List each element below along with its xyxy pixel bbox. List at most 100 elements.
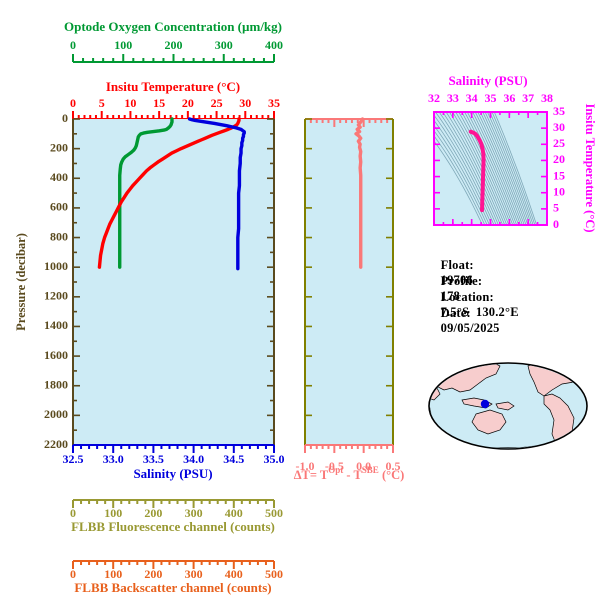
axis-tick-label: 0 xyxy=(70,96,76,110)
ts-temperature-label: Insitu Temperature (°C) xyxy=(583,103,597,232)
oxygen-ticks xyxy=(72,54,275,63)
ts-salinity-tick-label: 32 xyxy=(428,91,440,105)
axis-tick-label: 400 xyxy=(265,38,283,52)
ts-temp-tick-label: 30 xyxy=(553,120,565,134)
temperature-profile-curve xyxy=(97,117,241,269)
metadata-float-line: Float: 19706 xyxy=(434,243,474,288)
oxygen-axis: Optode Oxygen Concentration (µm/kg) 0 100… xyxy=(64,19,283,63)
axis-tick-label: 400 xyxy=(225,506,243,520)
ts-temp-tick-label: 0 xyxy=(553,217,559,231)
backscatter-tick-labels: 0 100 200 300 400 500 xyxy=(70,567,283,581)
ts-salinity-tick-label: 36 xyxy=(503,91,515,105)
pressure-tick-labels: 0 200 400 600 800 1000 1200 1400 1600 1800 2000 220… xyxy=(44,111,68,451)
pressure-tick-label: 1600 xyxy=(44,348,68,362)
delta-t-tick-label: -1.0 xyxy=(296,459,315,473)
pressure-tick-label: 2000 xyxy=(44,407,68,421)
date-value: 09/05/2025 xyxy=(440,321,500,335)
axis-tick-label: 100 xyxy=(104,506,122,520)
axis-tick-label: 5 xyxy=(99,96,105,110)
ts-temp-tick-label: 10 xyxy=(553,184,565,198)
fluorescence-axis-label: FLBB Fluorescence channel (counts) xyxy=(71,519,275,534)
axis-tick-label: 30 xyxy=(239,96,251,110)
pressure-ticks xyxy=(73,118,274,446)
axis-tick-label: 0 xyxy=(70,506,76,520)
profile-value: 178 xyxy=(440,289,461,303)
profile-label: Profile: xyxy=(440,274,483,288)
main-panel-background xyxy=(73,119,274,445)
backscatter-ticks xyxy=(72,560,275,569)
pressure-tick-label: 1200 xyxy=(44,289,68,303)
axis-tick-label: 100 xyxy=(114,38,132,52)
fluorescence-axis: 0 100 200 300 400 500 FLBB Fluorescence chann… xyxy=(70,499,283,534)
axis-tick-label: 33.0 xyxy=(103,452,124,466)
ts-ticks xyxy=(433,111,548,226)
axis-tick-label: 0 xyxy=(70,38,76,52)
temperature-axis-label: Insitu Temperature (°C) xyxy=(106,79,240,94)
ts-diagram: Salinity (PSU) 32 33 34 35 36 37 38 35 30 25 20 15… xyxy=(428,73,597,233)
pressure-tick-label: 1800 xyxy=(44,377,68,391)
pressure-tick-label: 2200 xyxy=(44,437,68,451)
ts-salinity-tick-label: 38 xyxy=(541,91,553,105)
axis-tick-label: 200 xyxy=(165,38,183,52)
pressure-tick-label: 1400 xyxy=(44,318,68,332)
axis-tick-label: 25 xyxy=(211,96,223,110)
axis-tick-label: 300 xyxy=(185,567,203,581)
delta-t-tick-label: 0.0 xyxy=(356,459,371,473)
pressure-axis-title: Pressure (decibar) xyxy=(14,233,28,331)
pressure-tick-label: 0 xyxy=(62,111,68,125)
ts-salinity-label: Salinity (PSU) xyxy=(448,73,527,88)
ts-temp-tick-label: 35 xyxy=(553,104,565,118)
delta-t-tick-label: -0.5 xyxy=(325,459,344,473)
float-location-marker xyxy=(480,399,490,409)
fluorescence-tick-labels: 0 100 200 300 400 500 xyxy=(70,506,283,520)
location-value: 7.5°S 130.2°E xyxy=(440,305,519,319)
delta-t-tick-label: 0.5 xyxy=(386,459,401,473)
delta-t-curve xyxy=(354,117,365,269)
ts-temperature-tick-labels: 35 30 25 20 15 10 5 0 xyxy=(553,104,565,231)
location-label: Location: xyxy=(440,290,494,304)
temperature-tick-labels: 0 5 10 15 20 25 30 35 xyxy=(70,96,280,110)
backscatter-axis-label: FLBB Backscatter channel (counts) xyxy=(74,580,271,595)
axis-tick-label: 400 xyxy=(225,567,243,581)
ts-salinity-tick-label: 33 xyxy=(447,91,459,105)
axis-tick-label: 500 xyxy=(265,567,283,581)
ts-temp-tick-label: 5 xyxy=(553,201,559,215)
axis-tick-label: 500 xyxy=(265,506,283,520)
delta-t-tick-labels: -1.0 -0.5 0.0 0.5 xyxy=(296,459,401,473)
float-value: 19706 xyxy=(440,273,473,287)
fluorescence-ticks xyxy=(72,499,275,508)
axis-tick-label: 300 xyxy=(185,506,203,520)
axis-tick-label: 33.5 xyxy=(143,452,164,466)
metadata-profile-line: Profile: 178 xyxy=(434,259,482,304)
oxygen-axis-label: Optode Oxygen Concentration (µm/kg) xyxy=(64,19,282,34)
pressure-tick-label: 600 xyxy=(50,200,68,214)
ts-isopycnal-contours xyxy=(434,112,538,225)
salinity-profile-curve xyxy=(187,117,246,271)
ts-salinity-tick-label: 37 xyxy=(522,91,534,105)
pressure-tick-label: 1000 xyxy=(44,259,68,273)
axis-tick-label: 34.0 xyxy=(183,452,204,466)
ts-temp-tick-label: 25 xyxy=(553,136,565,150)
metadata-location-line: Location: 7.5°S 130.2°E xyxy=(434,275,519,320)
ts-trace-curve xyxy=(468,129,486,213)
ts-salinity-tick-label: 34 xyxy=(466,91,478,105)
pressure-tick-label: 800 xyxy=(50,229,68,243)
axis-tick-label: 20 xyxy=(182,96,194,110)
date-label: Date: xyxy=(440,306,471,320)
australia-landmass xyxy=(471,409,507,435)
ts-salinity-tick-labels: 32 33 34 35 36 37 38 xyxy=(428,91,553,105)
axis-tick-label: 300 xyxy=(215,38,233,52)
oxygen-tick-labels: 0 100 200 300 400 xyxy=(70,38,283,52)
axis-tick-label: 0 xyxy=(70,567,76,581)
salinity-tick-labels: 32.5 33.0 33.5 34.0 34.5 35.0 xyxy=(63,452,285,466)
map-landmasses xyxy=(430,364,586,448)
delta-t-panel: -1.0 -0.5 0.0 0.5 ΔT= TOpt - TSBE (°C) xyxy=(294,117,404,482)
new-guinea-landmass xyxy=(495,401,515,411)
delta-t-bottom-ticks xyxy=(304,444,394,453)
world-map xyxy=(428,362,588,450)
pressure-tick-label: 200 xyxy=(50,140,68,154)
axis-tick-label: 100 xyxy=(104,567,122,581)
float-label: Float: xyxy=(440,258,474,272)
